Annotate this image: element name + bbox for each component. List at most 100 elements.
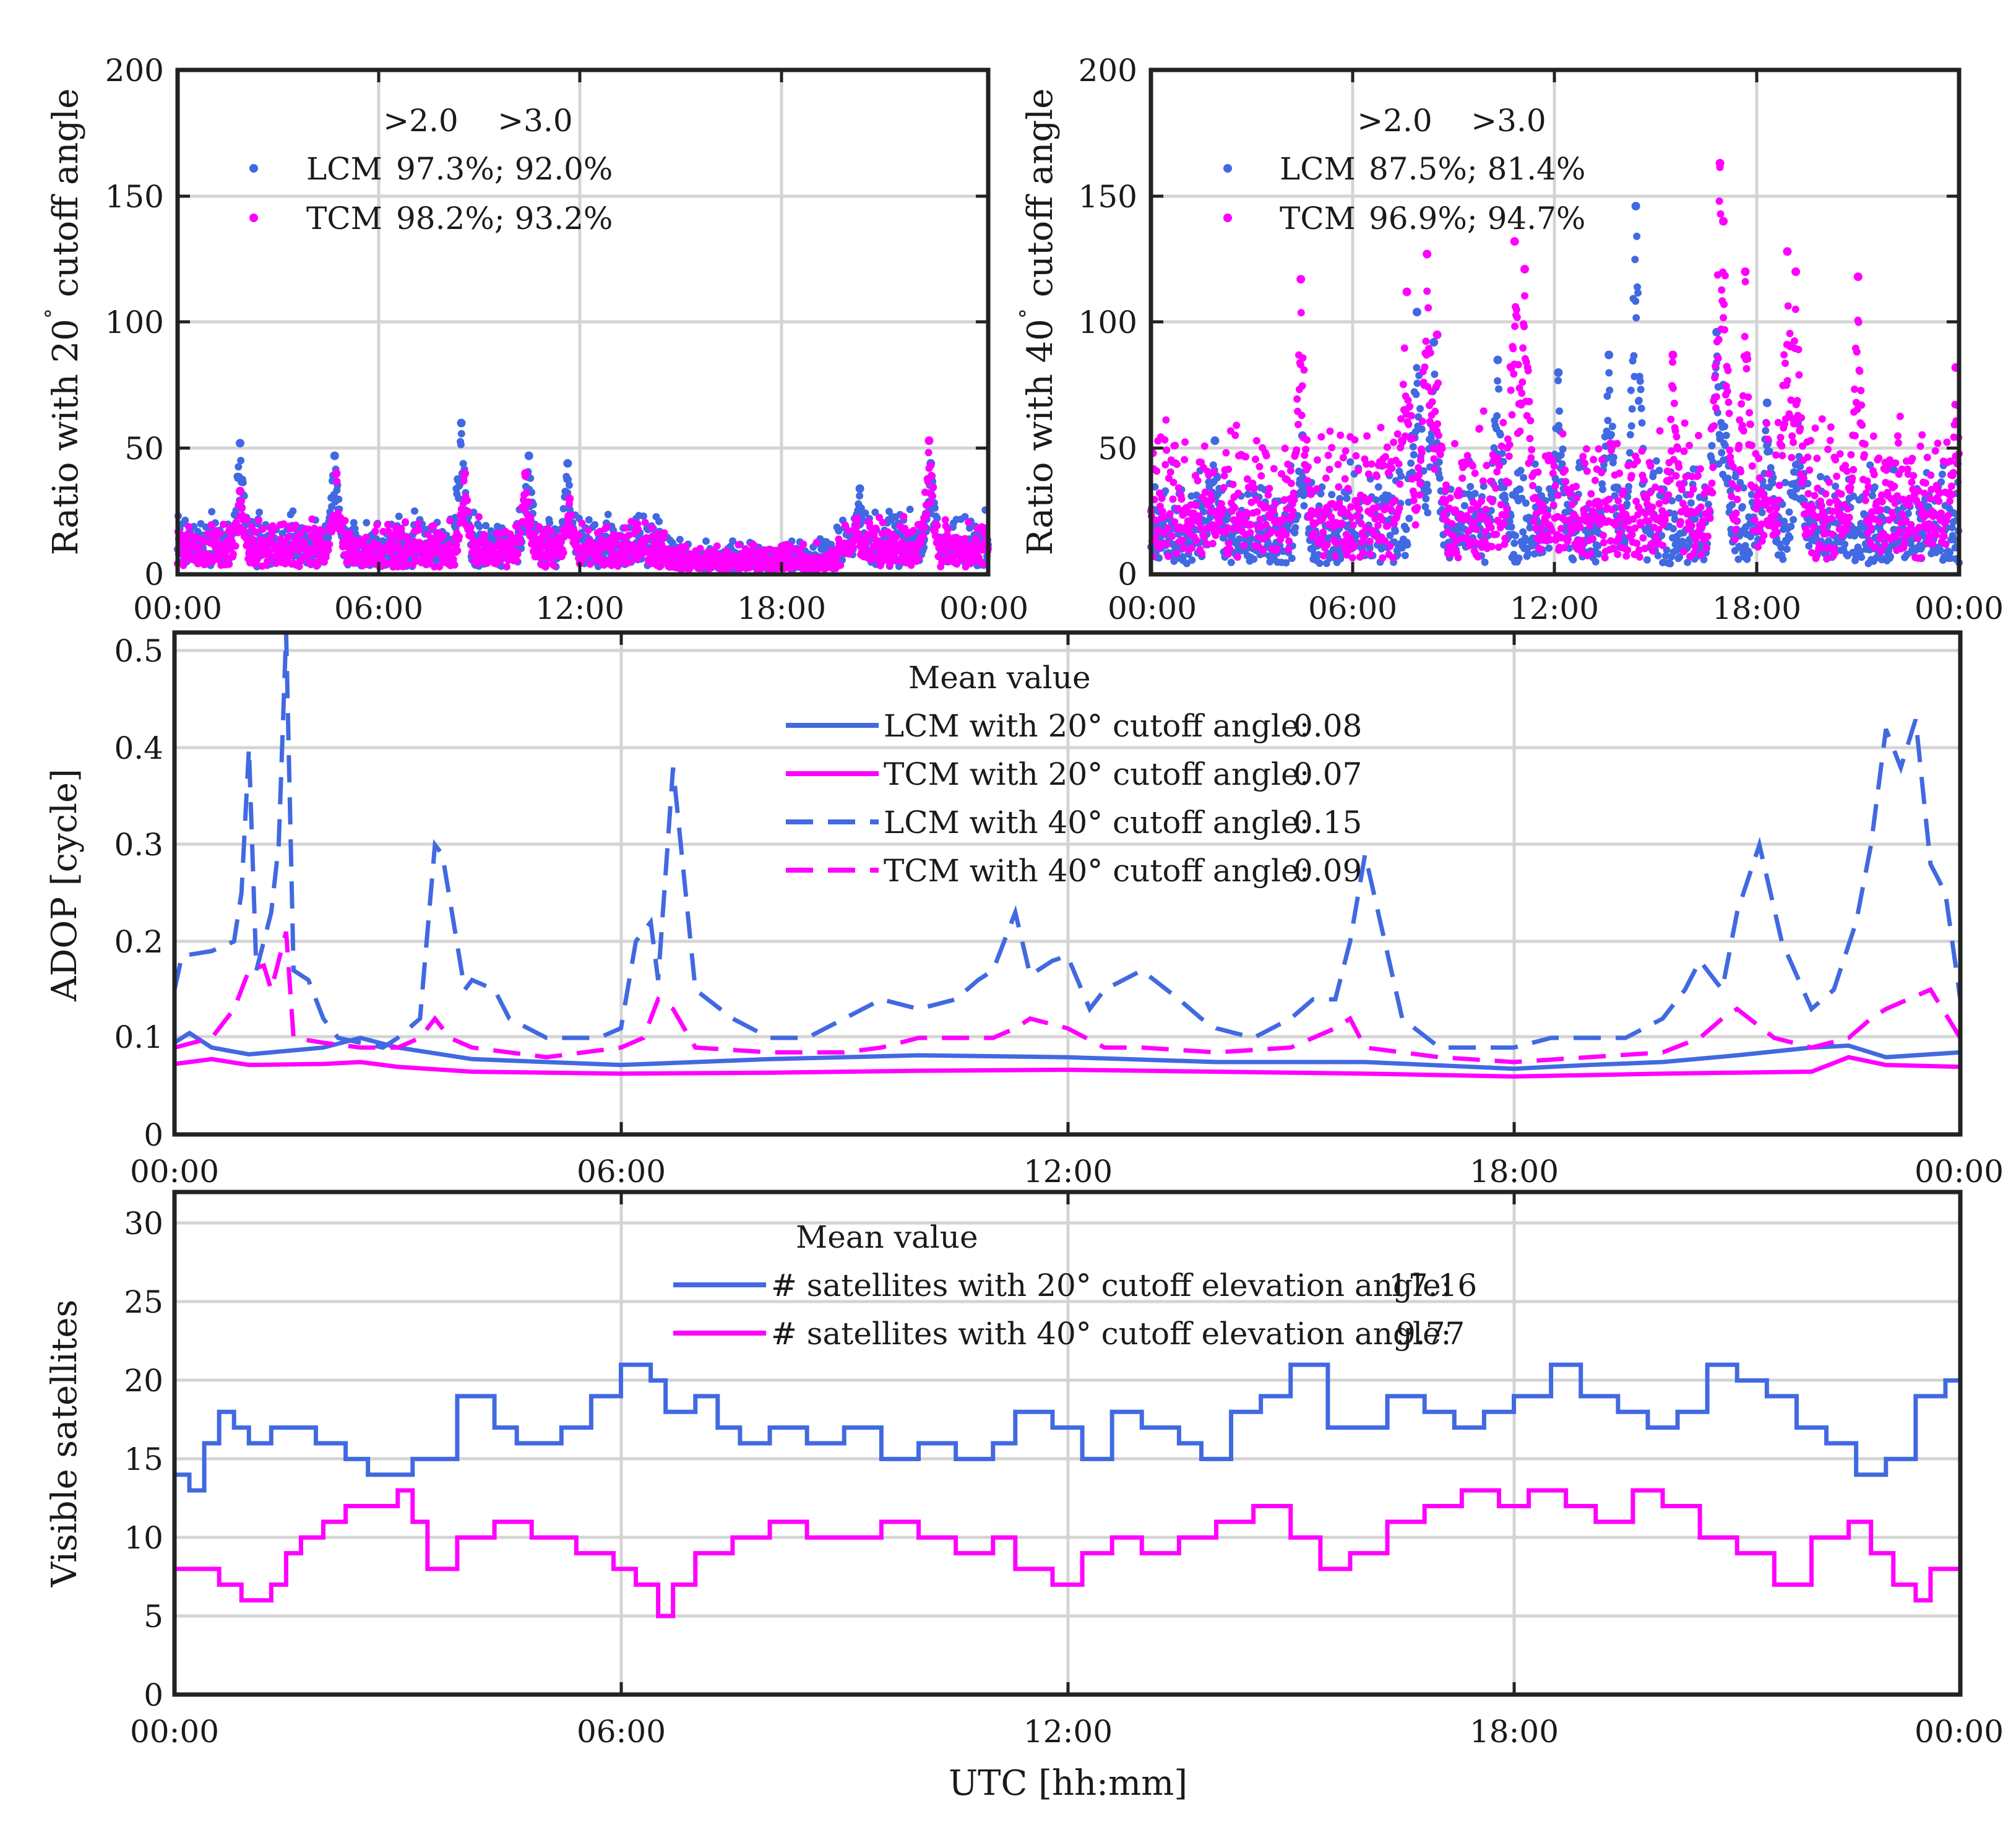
ratio20-point [961, 512, 969, 520]
ratio40-point [1904, 509, 1912, 517]
ratio40-point [1194, 477, 1202, 485]
ratio40-point [1470, 518, 1478, 526]
ratio20-point [540, 530, 548, 538]
ratio20-point [845, 527, 853, 535]
ratio40-point [1494, 454, 1502, 462]
ratio40-point [1390, 438, 1398, 446]
ratio40-point [1208, 496, 1215, 504]
ratio40-point [1192, 537, 1200, 545]
ratio40-point [1436, 451, 1444, 459]
ratio40-point [1374, 483, 1382, 491]
ratio40-point [1354, 512, 1362, 520]
ratio40-point [1204, 501, 1212, 509]
ratio40-point [1256, 463, 1264, 470]
ratio20-point [863, 538, 871, 546]
ratio40-point [1652, 457, 1660, 465]
ratio20-point [502, 563, 510, 571]
ratio40-point [1473, 525, 1481, 533]
ratio40-point [1263, 503, 1271, 511]
ratio40-point [1524, 367, 1532, 374]
ratio40-point [1431, 465, 1439, 473]
ratio40-point [1313, 456, 1321, 464]
ratio20-point [604, 511, 612, 519]
ratio40-point [1397, 415, 1405, 423]
ratio40-point [1408, 412, 1415, 420]
ratio40-point [1163, 446, 1171, 454]
ratio40-point [1210, 468, 1218, 476]
ratio20-point [373, 520, 381, 529]
ratio40-point [1525, 397, 1533, 405]
ratio40-point [1257, 472, 1265, 480]
ratio40-point [1161, 487, 1170, 495]
ratio20-point [655, 517, 663, 525]
ratio20-point [929, 492, 937, 500]
ratio40-point [1161, 460, 1170, 469]
ratio40-point [1351, 436, 1359, 444]
ratio20-point [231, 542, 239, 550]
ratio20-point [465, 508, 473, 516]
ratio20-point [497, 556, 505, 564]
ratio40-point [1866, 461, 1874, 469]
ratio40-point [1288, 555, 1296, 563]
ratio40-point [1507, 512, 1515, 520]
ratio20-point [929, 484, 937, 491]
ratio40-point [1426, 418, 1434, 426]
ratio40-point [1213, 527, 1221, 535]
ratio40-point [1187, 521, 1195, 529]
ratio20-point [482, 522, 490, 530]
ratio40-point [1337, 431, 1345, 439]
ratio40-point [1520, 322, 1528, 330]
ratio40-point [1431, 407, 1439, 415]
ratio40-point [1294, 512, 1302, 520]
ratio20-point [308, 515, 316, 523]
ratio40-point [1592, 558, 1600, 566]
ratio40-point [1545, 544, 1553, 552]
ratio40-point [1417, 456, 1424, 464]
ratio40-point [1256, 516, 1264, 523]
ratio40-point [1378, 516, 1386, 524]
ratio40-point [1796, 462, 1804, 470]
ratio20-point [548, 527, 555, 535]
ratio40-point [1219, 506, 1227, 514]
ratio40-point [1195, 512, 1203, 520]
ratio20-point [522, 489, 530, 497]
ratio40-point [1270, 465, 1278, 473]
ratio40-point [1192, 501, 1200, 509]
ratio40-point [1192, 491, 1200, 499]
ratio40-point [1538, 492, 1546, 500]
ratio40-point [1608, 423, 1616, 430]
ratio20-point [239, 478, 247, 486]
ratio20-point [402, 518, 409, 526]
ratio20-point [402, 561, 410, 569]
ratio40-point [1181, 456, 1189, 464]
ratio40-point [1322, 474, 1330, 482]
ratio40-point [1231, 431, 1239, 439]
ratio40-point [1166, 468, 1174, 476]
ratio40-point [1509, 345, 1517, 353]
ratio40-point [1252, 437, 1260, 445]
ratio20-point [796, 545, 804, 553]
ratio40-point [1633, 232, 1641, 240]
ratio40-point [1416, 405, 1424, 413]
ratio20-point [527, 514, 535, 522]
ratio40-point [1387, 506, 1395, 514]
ratio40-point [1606, 386, 1614, 394]
ratio20-point [179, 561, 187, 569]
ratio40-point [1408, 434, 1416, 443]
ratio20-point [374, 542, 382, 549]
ratio40-point [1373, 503, 1381, 511]
ratio40-point [1406, 402, 1414, 410]
ratio40-point [1358, 538, 1366, 546]
ratio40-point [1243, 475, 1251, 483]
ratio40-point [1178, 495, 1186, 503]
ratio40-point [1635, 397, 1643, 404]
ratio20-peak-point [852, 514, 861, 524]
ratio40-point [1518, 378, 1527, 386]
ratio40-point [1549, 469, 1557, 477]
ratio40-point [1500, 483, 1508, 491]
ratio20-peak-point [563, 459, 572, 468]
ratio40-point [1352, 452, 1360, 460]
ratio40-point [1380, 462, 1388, 469]
ratio40-point [1163, 540, 1171, 548]
ratio20-point [961, 535, 969, 543]
